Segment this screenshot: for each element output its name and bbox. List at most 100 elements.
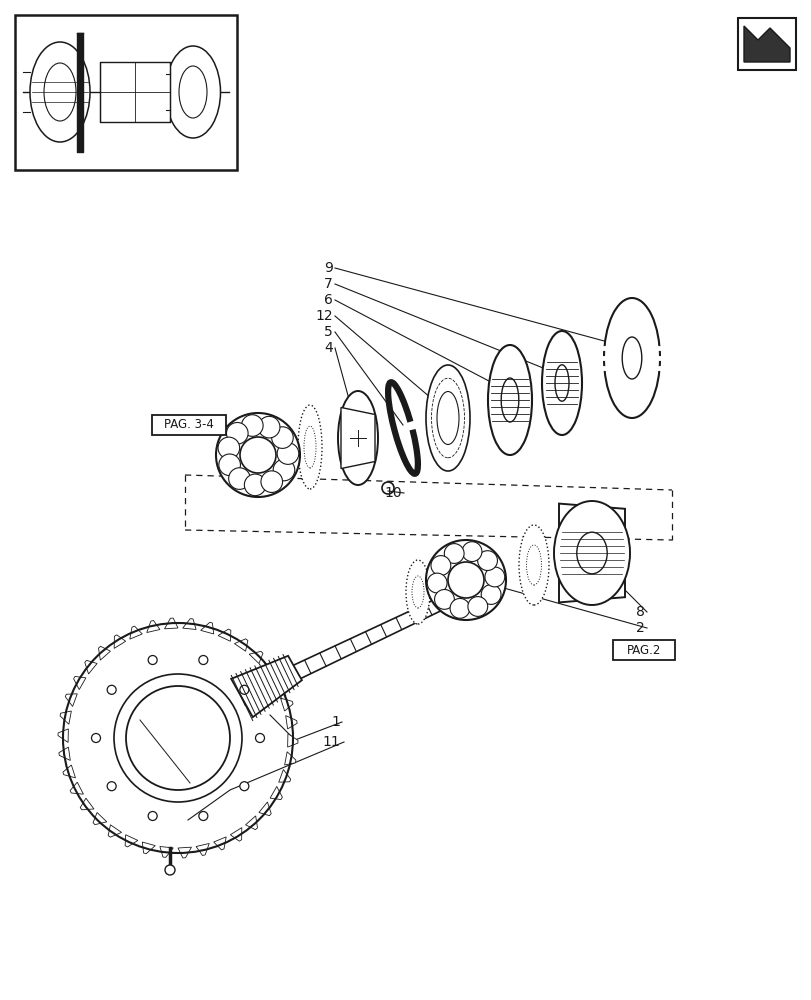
Circle shape xyxy=(92,733,101,742)
Text: 2: 2 xyxy=(636,621,644,635)
Ellipse shape xyxy=(576,532,607,574)
Circle shape xyxy=(229,468,250,489)
Polygon shape xyxy=(58,729,68,742)
Circle shape xyxy=(244,474,266,496)
Polygon shape xyxy=(285,716,297,729)
Polygon shape xyxy=(558,504,624,602)
Text: 8: 8 xyxy=(635,605,644,619)
Polygon shape xyxy=(98,646,110,660)
Circle shape xyxy=(255,733,264,742)
Circle shape xyxy=(216,413,299,497)
Polygon shape xyxy=(259,802,271,816)
Polygon shape xyxy=(280,698,293,711)
Circle shape xyxy=(434,590,454,609)
Polygon shape xyxy=(114,635,126,648)
Polygon shape xyxy=(262,666,276,678)
Ellipse shape xyxy=(436,391,458,444)
Polygon shape xyxy=(196,843,209,855)
Circle shape xyxy=(107,685,116,694)
Circle shape xyxy=(431,556,450,575)
Circle shape xyxy=(467,597,487,616)
Polygon shape xyxy=(234,639,247,651)
Bar xyxy=(15,15,237,170)
Text: 3: 3 xyxy=(224,438,233,452)
Circle shape xyxy=(258,416,280,438)
Text: PAG. 3-4: PAG. 3-4 xyxy=(164,418,213,432)
Text: 11: 11 xyxy=(322,735,340,749)
Polygon shape xyxy=(160,846,173,857)
Ellipse shape xyxy=(178,66,207,118)
Text: 4: 4 xyxy=(324,341,333,355)
Polygon shape xyxy=(108,825,122,837)
Circle shape xyxy=(239,782,248,791)
Circle shape xyxy=(426,540,505,620)
Polygon shape xyxy=(178,847,191,858)
Circle shape xyxy=(107,782,116,791)
Ellipse shape xyxy=(165,46,221,138)
Circle shape xyxy=(481,585,500,604)
Circle shape xyxy=(114,674,242,802)
Polygon shape xyxy=(147,621,160,633)
Circle shape xyxy=(449,598,470,618)
Polygon shape xyxy=(84,660,97,674)
Polygon shape xyxy=(63,765,75,778)
Circle shape xyxy=(148,811,157,820)
Text: 1: 1 xyxy=(331,715,340,729)
Circle shape xyxy=(148,656,157,665)
Polygon shape xyxy=(238,573,497,705)
Polygon shape xyxy=(287,734,298,747)
Polygon shape xyxy=(142,842,155,854)
Circle shape xyxy=(240,437,276,473)
Polygon shape xyxy=(270,786,282,800)
Text: 9: 9 xyxy=(324,261,333,275)
Circle shape xyxy=(277,443,298,464)
Ellipse shape xyxy=(426,365,470,471)
Polygon shape xyxy=(231,656,302,717)
Ellipse shape xyxy=(303,426,315,468)
Ellipse shape xyxy=(603,298,659,418)
Ellipse shape xyxy=(500,378,518,422)
Polygon shape xyxy=(249,651,263,663)
Circle shape xyxy=(218,437,239,459)
Bar xyxy=(100,62,169,122)
Polygon shape xyxy=(165,618,178,629)
Polygon shape xyxy=(80,798,94,810)
Circle shape xyxy=(477,551,497,570)
Polygon shape xyxy=(200,622,213,634)
Circle shape xyxy=(448,562,483,598)
Polygon shape xyxy=(743,26,789,62)
Text: 5: 5 xyxy=(324,325,333,339)
Ellipse shape xyxy=(541,331,581,435)
Circle shape xyxy=(260,471,282,492)
Polygon shape xyxy=(130,626,142,639)
Polygon shape xyxy=(74,676,86,690)
Text: PAG.2: PAG.2 xyxy=(626,644,660,656)
Text: 12: 12 xyxy=(315,309,333,323)
Circle shape xyxy=(199,656,208,665)
Ellipse shape xyxy=(298,405,322,489)
Ellipse shape xyxy=(406,560,430,624)
Ellipse shape xyxy=(554,365,569,401)
Polygon shape xyxy=(272,682,285,694)
Circle shape xyxy=(199,811,208,820)
Bar xyxy=(737,18,795,70)
Polygon shape xyxy=(59,747,71,760)
Polygon shape xyxy=(182,619,196,630)
Polygon shape xyxy=(245,816,257,830)
Polygon shape xyxy=(125,835,138,847)
Text: 6: 6 xyxy=(324,293,333,307)
Ellipse shape xyxy=(488,566,500,590)
Circle shape xyxy=(461,542,482,562)
Ellipse shape xyxy=(411,576,423,608)
Polygon shape xyxy=(218,629,230,641)
Polygon shape xyxy=(70,782,84,794)
Polygon shape xyxy=(93,813,107,825)
Circle shape xyxy=(272,427,293,448)
Circle shape xyxy=(219,454,240,476)
Ellipse shape xyxy=(553,501,629,605)
Text: 10: 10 xyxy=(384,486,401,500)
Polygon shape xyxy=(230,828,242,841)
Circle shape xyxy=(484,567,504,587)
Ellipse shape xyxy=(487,345,531,455)
Circle shape xyxy=(226,422,248,444)
